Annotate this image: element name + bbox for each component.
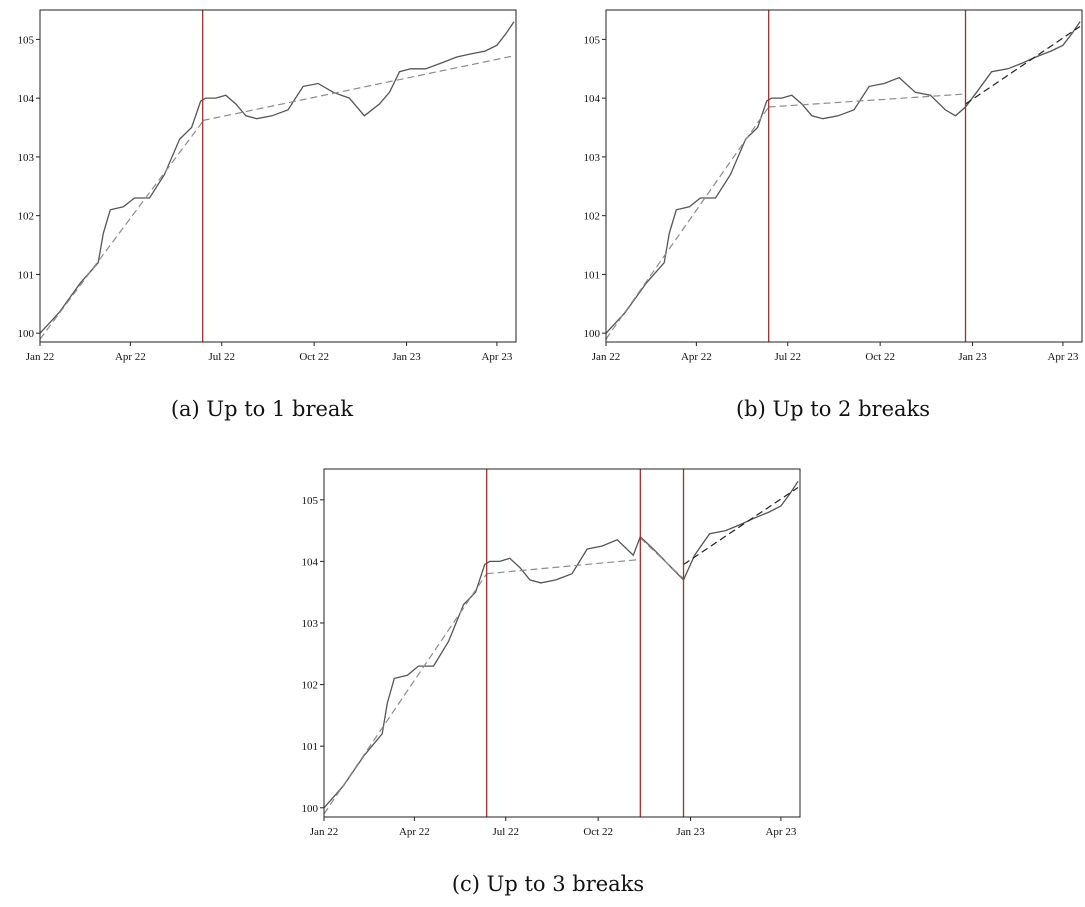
y-tick-label-2-0: 100 (584, 328, 601, 340)
chart-panel-2: 100 101 102 103 104 105 Jan 22 Apr 22 Jul 22 Oct … (584, 9, 1083, 421)
y-tick-label-1-3: 103 (18, 152, 35, 164)
plot-frame-3 (323, 468, 801, 818)
trend-segment-3-1 (323, 573, 488, 815)
x-tick-label-3-4: Jan 23 (676, 826, 705, 838)
y-tick-label-1-0: 100 (18, 328, 35, 340)
y-tick-label-2-3: 103 (584, 152, 601, 164)
y-tick-label-1-4: 104 (18, 93, 35, 105)
y-tick-label-3-3: 103 (302, 618, 319, 630)
x-tick-label-2-5: Apr 23 (1047, 351, 1078, 363)
chart-panel-1: 100 101 102 103 104 105 Jan 22 Apr 22 Jul 22 Oct … (18, 9, 517, 421)
y-tick-label-2-2: 102 (584, 211, 601, 223)
trend-segment-1-2 (202, 55, 515, 122)
x-tick-label-3-2: Jul 22 (492, 826, 519, 838)
x-tick-label-2-4: Jan 23 (958, 351, 987, 363)
chart-panel-3: 100 101 102 103 104 105 Jan 22 Apr 22 Jul 22 Oct … (302, 468, 801, 896)
x-tick-label-3-3: Oct 22 (583, 826, 613, 838)
x-tick-label-3-0: Jan 22 (310, 826, 338, 838)
x-tick-label-1-2: Jul 22 (208, 351, 235, 363)
x-tick-label-1-1: Apr 22 (115, 351, 146, 363)
trend-segment-1-1 (39, 121, 204, 340)
y-tick-label-1-5: 105 (18, 34, 35, 46)
trend-segment-3-2 (486, 558, 641, 575)
plot-frame-1 (39, 9, 517, 343)
trend-segment-2-3 (965, 26, 1081, 105)
y-tick-label-2-4: 104 (584, 93, 601, 105)
series-line-3-0 (323, 480, 799, 809)
y-tick-label-1-2: 102 (18, 211, 35, 223)
x-tick-label-1-5: Apr 23 (481, 351, 512, 363)
x-tick-label-2-3: Oct 22 (865, 351, 895, 363)
panel-caption-1: (a) Up to 1 break (171, 397, 354, 421)
plot-frame-2 (605, 9, 1083, 343)
x-tick-label-3-5: Apr 23 (765, 826, 796, 838)
y-tick-label-3-1: 101 (302, 741, 319, 753)
panel-caption-2: (b) Up to 2 breaks (736, 397, 930, 421)
x-tick-label-2-0: Jan 22 (592, 351, 620, 363)
y-tick-label-2-1: 101 (584, 269, 601, 281)
x-tick-label-1-3: Oct 22 (299, 351, 329, 363)
y-tick-label-3-4: 104 (302, 556, 319, 568)
panel-caption-3: (c) Up to 3 breaks (452, 872, 644, 896)
trend-segment-3-4 (683, 487, 799, 565)
y-tick-label-3-5: 105 (302, 495, 319, 507)
y-tick-label-2-5: 105 (584, 34, 601, 46)
x-tick-label-1-4: Jan 23 (392, 351, 421, 363)
x-tick-label-2-1: Apr 22 (681, 351, 712, 363)
series-line-2-0 (605, 21, 1081, 334)
y-tick-label-3-0: 100 (302, 803, 319, 815)
y-tick-label-3-2: 102 (302, 680, 319, 692)
y-tick-label-1-1: 101 (18, 269, 35, 281)
x-tick-label-1-0: Jan 22 (26, 351, 54, 363)
trend-segment-2-1 (605, 106, 770, 340)
x-tick-label-3-1: Apr 22 (399, 826, 430, 838)
series-line-1-0 (39, 21, 515, 334)
x-tick-label-2-2: Jul 22 (774, 351, 801, 363)
trend-segment-3-3 (639, 537, 684, 580)
